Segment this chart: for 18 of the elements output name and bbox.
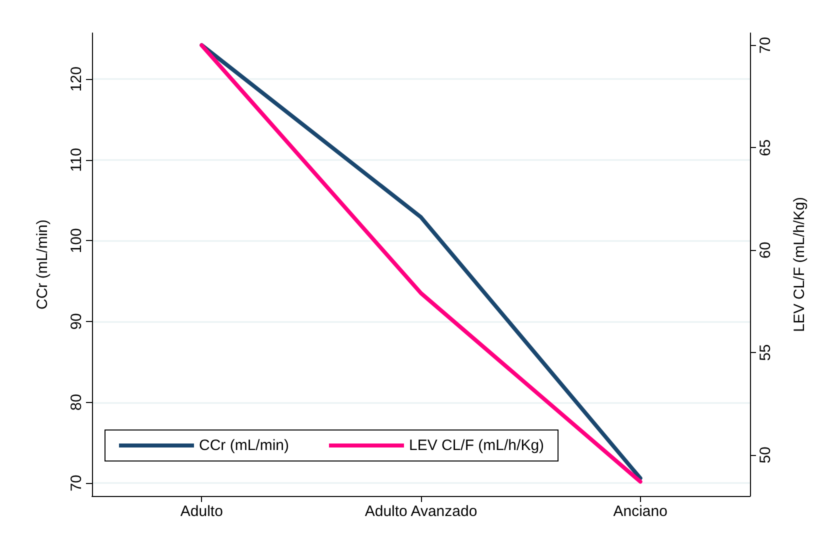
legend-label: CCr (mL/min) — [199, 437, 289, 454]
x-tick-label: Anciano — [613, 503, 668, 520]
y2-tick-label: 50 — [757, 446, 774, 464]
y-tick-label: 100 — [68, 228, 85, 254]
x-tick-label: Adulto — [180, 503, 223, 520]
y-axis-title: CCr (mL/min) — [34, 220, 51, 310]
y-tick-label: 70 — [68, 474, 85, 492]
y2-tick-label: 55 — [757, 344, 774, 361]
y-tick-label: 90 — [68, 313, 85, 330]
y2-tick-label: 60 — [757, 242, 774, 259]
legend-label: LEV CL/F (mL/h/Kg) — [408, 437, 544, 454]
y2-tick-label: 70 — [757, 36, 774, 54]
y-tick-label: 80 — [68, 394, 85, 411]
y2-tick-label: 65 — [757, 139, 774, 156]
x-tick-label: Adulto Avanzado — [364, 503, 478, 520]
y2-axis-title: LEV CL/F (mL/h/Kg) — [791, 196, 808, 332]
y-tick-label: 110 — [68, 148, 85, 172]
y-tick-label: 120 — [68, 66, 85, 92]
